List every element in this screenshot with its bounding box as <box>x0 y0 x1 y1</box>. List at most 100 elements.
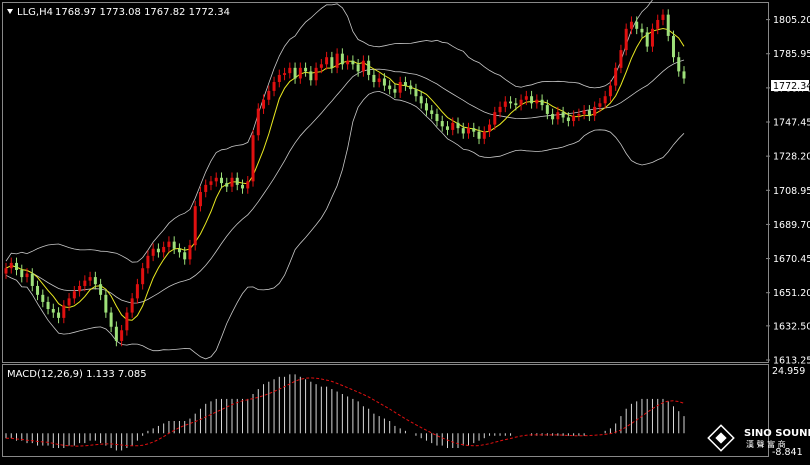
candle-body <box>325 57 329 65</box>
candle-body <box>30 273 34 286</box>
candle-body <box>9 262 13 269</box>
candle-body <box>99 284 103 295</box>
candle-body <box>167 241 171 247</box>
candle-body <box>298 67 302 79</box>
axis-label: 1632.50 <box>773 321 810 332</box>
macd-panel-frame <box>2 364 769 457</box>
candle-body <box>614 67 618 86</box>
moving-average <box>5 27 685 321</box>
bollinger-bands <box>5 0 685 360</box>
candle-body <box>608 85 612 97</box>
candle-body <box>551 113 555 120</box>
candle-body <box>650 28 654 47</box>
candle-body <box>488 124 492 132</box>
axis-label: 1747.45 <box>773 118 810 129</box>
candle-body <box>351 60 355 65</box>
candle-body <box>440 121 444 127</box>
candle-body <box>577 113 581 116</box>
candle-body <box>582 110 586 114</box>
candle-body <box>309 71 313 81</box>
candle-body <box>530 96 534 104</box>
candle-body <box>451 122 455 130</box>
candle-body <box>141 268 145 285</box>
ma-line <box>5 27 685 321</box>
candle-body <box>198 191 202 207</box>
candle-body <box>514 103 518 106</box>
axis-label: 1651.20 <box>773 288 810 299</box>
price-panel-frame <box>2 2 769 363</box>
candle-body <box>88 277 92 281</box>
candle-body <box>661 14 665 20</box>
candle-body <box>340 53 344 65</box>
candle-body <box>25 273 29 278</box>
candle-body <box>545 105 549 114</box>
candle-body <box>41 294 45 302</box>
candle-body <box>361 60 365 72</box>
candle-body <box>93 277 97 285</box>
candle-body <box>498 106 502 113</box>
candle-body <box>656 19 660 29</box>
candle-body <box>346 60 350 65</box>
candle-body <box>314 67 318 81</box>
axis-label: 1728.20 <box>773 152 810 163</box>
candle-body <box>4 268 8 274</box>
candle-body <box>356 64 360 72</box>
axis-label: 1785.95 <box>773 49 810 60</box>
candle-body <box>493 112 497 125</box>
candle-body <box>671 35 675 58</box>
candle-body <box>524 96 528 100</box>
candle-body <box>193 206 197 246</box>
candle-body <box>619 50 623 68</box>
candle-body <box>535 99 539 104</box>
candle-body <box>130 298 134 313</box>
candle-body <box>677 57 681 72</box>
candle-body <box>219 177 223 184</box>
candle-body <box>251 135 255 182</box>
candle-body <box>424 103 428 111</box>
candle-body <box>640 28 644 33</box>
axis-label: 1708.95 <box>773 186 810 197</box>
candle-body <box>398 82 402 93</box>
candle-body <box>135 284 139 299</box>
candlesticks[interactable] <box>4 9 686 347</box>
candle-body <box>682 71 686 79</box>
candle-body <box>72 291 76 299</box>
candle-body <box>377 78 381 83</box>
candle-body <box>46 301 50 310</box>
candle-body <box>330 57 334 68</box>
candle-body <box>430 110 434 114</box>
candle-body <box>230 177 234 187</box>
candle-body <box>598 103 602 107</box>
candle-body <box>151 248 155 256</box>
macd-signal-line <box>6 377 685 447</box>
candle-body <box>267 90 271 100</box>
candle-body <box>456 122 460 129</box>
candle-body <box>566 117 570 122</box>
candle-body <box>593 106 597 116</box>
candle-body <box>372 74 376 83</box>
bollinger-lower <box>5 90 685 360</box>
chevron-down-icon[interactable] <box>7 9 13 14</box>
macd-label: MACD(12,26,9) 1.133 7.085 <box>7 369 147 380</box>
candle-body <box>367 60 371 75</box>
candle-body <box>293 67 297 79</box>
candle-body <box>146 255 150 269</box>
macd-axis-top: 24.959 <box>772 366 805 377</box>
candle-body <box>188 245 192 260</box>
axis-label: 1689.70 <box>773 220 810 231</box>
bollinger-middle <box>5 59 685 304</box>
signal-line <box>6 377 685 447</box>
current-price-label: 1772.34 <box>773 81 810 92</box>
candle-body <box>67 298 71 306</box>
candle-body <box>519 99 523 106</box>
candle-body <box>461 128 465 134</box>
price-axis: 1805.201785.951766.701747.451728.201708.… <box>766 15 810 367</box>
candle-body <box>477 131 481 139</box>
macd-axis-bottom: -8.841 <box>772 447 803 458</box>
axis-label: 1670.45 <box>773 254 810 265</box>
candle-body <box>262 99 266 109</box>
candle-body <box>204 184 208 192</box>
candle-body <box>482 131 486 139</box>
